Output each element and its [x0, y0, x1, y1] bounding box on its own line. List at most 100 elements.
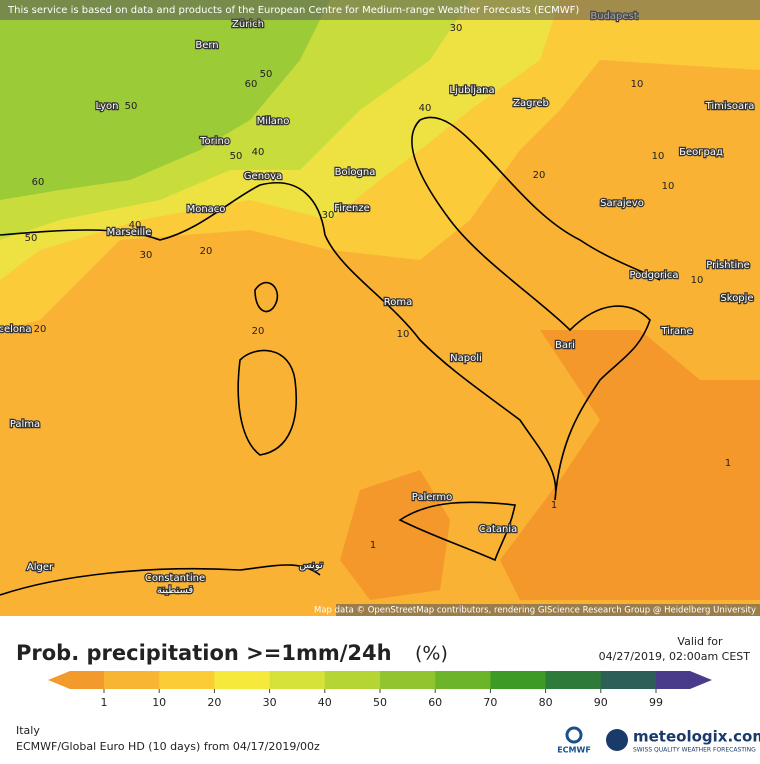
colorbar-arrow-high [656, 671, 712, 689]
city-label: celona [0, 324, 32, 335]
attribution: This service is based on data and produc… [7, 5, 579, 16]
contour-label: 50 [230, 151, 243, 162]
colorbar-segment [600, 671, 657, 689]
ecmwf-icon [565, 726, 583, 744]
brand: meteologix.com [633, 728, 760, 746]
contour-label: 30 [450, 23, 463, 34]
contour-label: 10 [662, 181, 675, 192]
colorbar-tick-label: 10 [152, 696, 166, 709]
contour-label: 20 [34, 324, 47, 335]
valid-time: 04/27/2019, 02:00am CEST [599, 650, 751, 663]
sicily [398, 501, 516, 562]
contour-label: 50 [25, 233, 38, 244]
map: Zürich Bern Lyon Milano Torino Genova Bologna M… [0, 0, 760, 616]
contour-label: 30 [322, 210, 335, 221]
colorbar-tick-label: 30 [263, 696, 277, 709]
contour-label: 40 [252, 147, 265, 158]
corsica [254, 281, 279, 313]
city-label: Sarajevo [600, 198, 644, 209]
contour-label: 10 [652, 151, 665, 162]
attribution-bar [0, 0, 760, 20]
city-label: Napoli [450, 353, 482, 364]
city-label: Bern [195, 40, 218, 51]
model-run: ECMWF/Global Euro HD (10 days) from 04/1… [16, 740, 320, 753]
colorbar-segment [490, 671, 547, 689]
contour-label: 50 [260, 69, 273, 80]
coastline [0, 116, 661, 501]
contour-label: 50 [125, 101, 138, 112]
colorbar-arrow-low [48, 671, 104, 689]
contour-label: 20 [533, 170, 546, 181]
contour-label: 1 [725, 458, 731, 469]
city-label: Catania [479, 524, 517, 535]
legend-unit: (%) [415, 643, 448, 665]
city-label: Lyon [95, 101, 118, 112]
colorbar-segment [380, 671, 436, 689]
city-label: Prishtine [706, 260, 749, 271]
city-label: Bari [555, 340, 575, 351]
city-label: Marseille [107, 227, 152, 238]
legend-title: Prob. precipitation >=1mm/24h [16, 641, 392, 665]
contour-label: 40 [129, 220, 142, 231]
contour-label: 60 [245, 79, 258, 90]
colorbar-segment [324, 671, 381, 689]
brand-tagline: SWISS QUALITY WEATHER FORECASTING [633, 747, 756, 754]
city-label: Skopje [720, 293, 753, 304]
city-label: Београд [679, 147, 723, 158]
colorbar-tick-label: 70 [483, 696, 497, 709]
city-label: Genova [244, 171, 282, 182]
contour-label: 60 [32, 177, 45, 188]
city-label: Timisoara [705, 101, 755, 112]
credit-bar [336, 604, 760, 616]
contour-label: 1 [370, 540, 376, 551]
valid-label: Valid for [677, 635, 723, 648]
colorbar-tick-label: 40 [318, 696, 332, 709]
africa-coast [0, 564, 321, 596]
sardinia [237, 349, 298, 456]
city-labels: Zürich Bern Lyon Milano Torino Genova Bologna M… [0, 10, 756, 598]
colorbar-tick-label: 20 [207, 696, 221, 709]
city-label: Bologna [335, 167, 376, 178]
city-label: Monaco [187, 204, 226, 215]
brand-icon [606, 729, 628, 751]
city-label: Tirane [660, 326, 692, 337]
contour-label: 20 [200, 246, 213, 257]
colorbar-segment [104, 671, 160, 689]
contour-label: 10 [631, 79, 644, 90]
contour-label: 1 [551, 500, 557, 511]
contour-label: 10 [691, 275, 704, 286]
colorbar-segment [214, 671, 271, 689]
city-label: Palma [10, 419, 40, 430]
colorbar-segment [435, 671, 491, 689]
city-label: Zagreb [513, 98, 549, 109]
colorbar-tick-label: 50 [373, 696, 387, 709]
city-label: Torino [199, 136, 230, 147]
city-label: Podgorica [629, 270, 678, 281]
colorbar-tick-label: 80 [539, 696, 553, 709]
colorbar-tick-label: 90 [594, 696, 608, 709]
city-label: قسنطينة [157, 585, 194, 596]
contour-label: 30 [140, 250, 153, 261]
ecmwf-logo: ECMWF [557, 746, 591, 755]
colorbar-segment [159, 671, 215, 689]
city-label: Milano [257, 116, 290, 127]
city-label: Firenze [334, 203, 370, 214]
contour-label: 40 [419, 103, 432, 114]
city-label: Constantine [145, 573, 205, 584]
contour-label: 10 [397, 329, 410, 340]
colorbar-segment [545, 671, 602, 689]
city-label: Ljubljana [449, 85, 494, 96]
colorbar-tick-label: 60 [428, 696, 442, 709]
colorbar-tick-label: 99 [649, 696, 663, 709]
zone-orange-south [340, 470, 450, 600]
city-label: Roma [384, 297, 413, 308]
colorbar-segment [269, 671, 326, 689]
zone-green [0, 0, 330, 200]
city-label: Alger [27, 562, 54, 573]
city-label: Zürich [232, 19, 264, 30]
zone-orange-east [500, 330, 760, 600]
city-label: Palermo [412, 492, 452, 503]
